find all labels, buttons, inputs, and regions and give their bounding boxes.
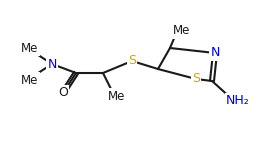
Text: NH₂: NH₂: [226, 95, 250, 108]
Text: Me: Me: [173, 24, 191, 37]
Text: Me: Me: [21, 42, 39, 55]
Text: Me: Me: [108, 90, 126, 103]
Text: N: N: [210, 47, 220, 59]
Text: N: N: [47, 58, 57, 71]
Text: Me: Me: [21, 74, 39, 87]
Text: S: S: [128, 55, 136, 67]
Text: S: S: [192, 72, 200, 85]
Text: O: O: [58, 87, 68, 100]
